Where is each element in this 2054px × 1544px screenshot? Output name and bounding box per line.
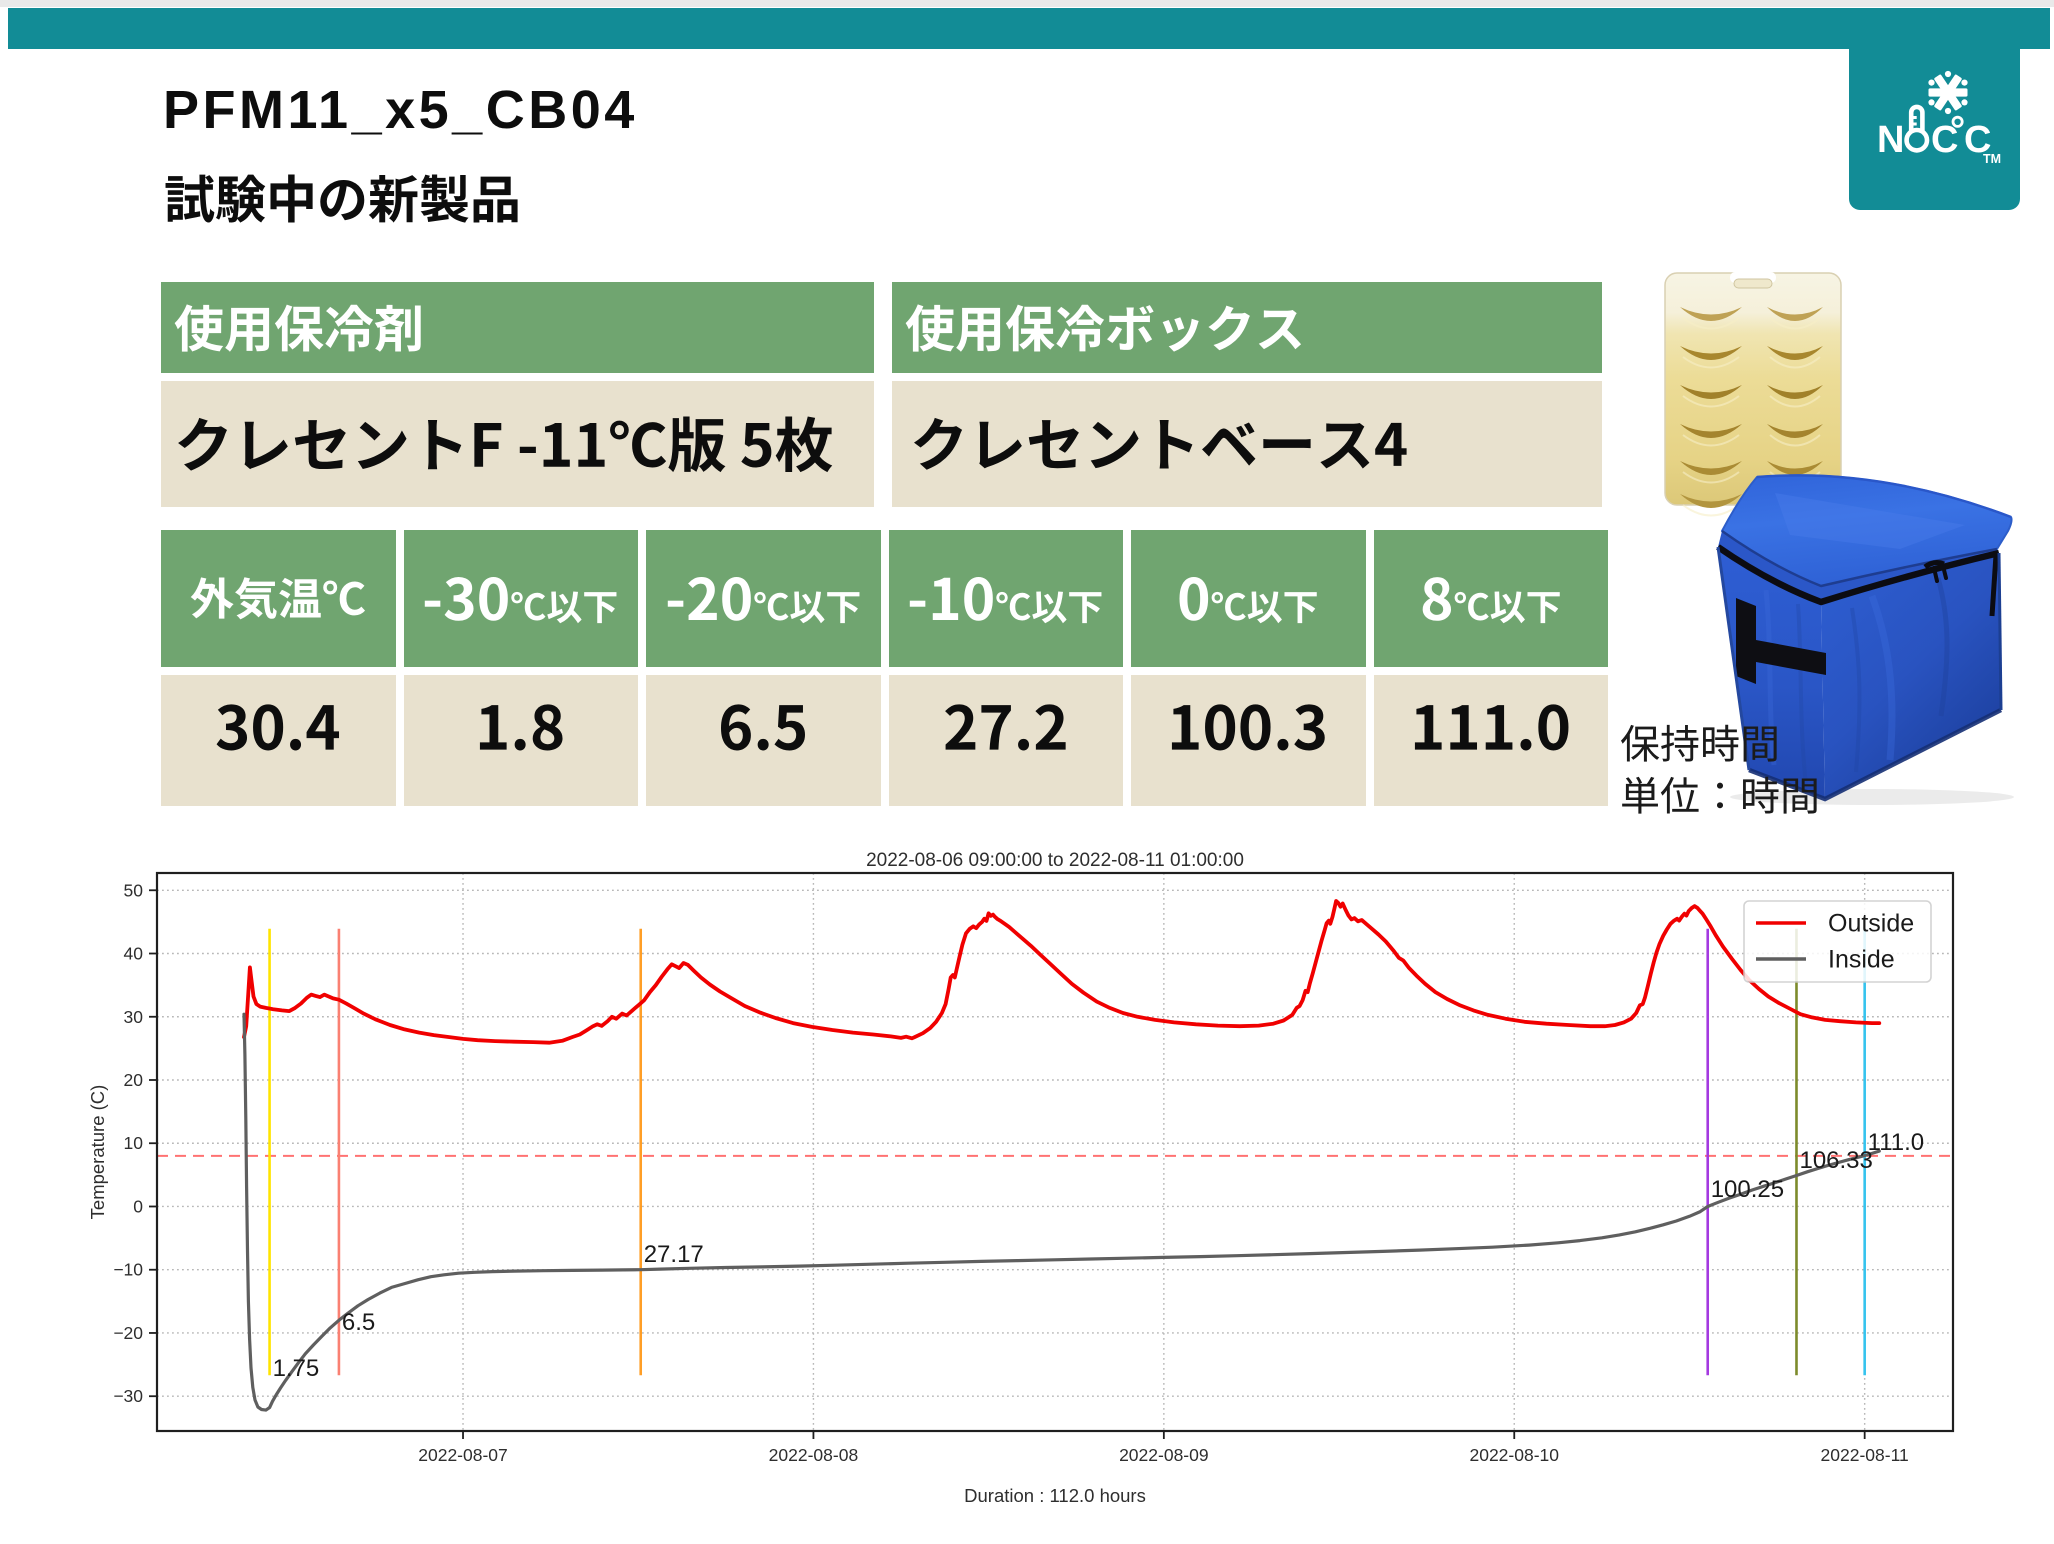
chart-title: 2022-08-06 09:00:00 to 2022-08-11 01:00:… xyxy=(866,850,1244,871)
legend-label: Inside xyxy=(1828,946,1895,974)
plot-frame xyxy=(155,871,1955,1433)
temperature-chart: 1.75 6.5 27.17 100.25 106.33 111.0 50 40 30 20 10 0… xyxy=(0,826,2054,1526)
note-line1 xyxy=(1620,716,1780,770)
y-tick-label: −20 xyxy=(113,1323,143,1343)
page-subtitle xyxy=(164,168,521,228)
y-tick-label: 50 xyxy=(124,880,144,900)
legend-label: Outside xyxy=(1828,910,1914,938)
plot-background xyxy=(157,873,1953,1431)
logo-letter-c2: C xyxy=(1964,119,1991,161)
y-tick-label: −30 xyxy=(113,1386,143,1406)
result-header-cell xyxy=(403,530,638,667)
x-tick-label: 2022-08-11 xyxy=(1821,1445,1909,1465)
threshold-annotation: 111.0 xyxy=(1868,1129,1925,1156)
teal-header-bar xyxy=(8,8,2050,49)
y-tick-label: 10 xyxy=(124,1133,144,1153)
x-tick-label: 2022-08-09 xyxy=(1119,1445,1209,1465)
result-header-cell xyxy=(161,530,396,667)
ncc-logo-graphic: N C C TM xyxy=(1849,8,2020,210)
x-axis-label: Duration : 112.0 hours xyxy=(964,1485,1146,1506)
result-header-cell xyxy=(646,530,881,667)
result-header-cell xyxy=(1373,530,1608,667)
threshold-annotation: 6.5 xyxy=(342,1309,375,1336)
y-tick-label: 40 xyxy=(124,944,144,964)
degree-mark xyxy=(1951,115,1964,128)
threshold-annotation: 100.25 xyxy=(1711,1176,1784,1203)
series-inside xyxy=(242,1012,1881,1412)
page-title: PFM11_x5_CB04 xyxy=(163,80,638,140)
logo-tm: TM xyxy=(1983,152,2001,166)
result-value-cell xyxy=(1373,675,1608,806)
thermometer-icon xyxy=(1904,104,1930,153)
result-value-cell xyxy=(646,675,881,806)
y-axis-label: Temperature (C) xyxy=(87,1085,108,1220)
box-table-value xyxy=(892,381,1602,507)
y-tick-label: 20 xyxy=(124,1070,144,1090)
y-tick-label: 30 xyxy=(124,1007,144,1027)
top-strip xyxy=(0,0,2054,7)
logo-word: N C C TM xyxy=(1877,104,2001,166)
box-table-header xyxy=(892,282,1602,373)
result-value-cell xyxy=(161,675,396,806)
threshold-annotation: 106.33 xyxy=(1799,1147,1872,1174)
result-header-cell xyxy=(1131,530,1366,667)
result-header-cell xyxy=(888,530,1123,667)
result-value-cell xyxy=(888,675,1123,806)
result-value-cell xyxy=(403,675,638,806)
series-outside xyxy=(242,899,1882,1045)
x-tick-label: 2022-08-08 xyxy=(769,1445,859,1465)
result-value-cell xyxy=(1131,675,1366,806)
x-tick-label: 2022-08-10 xyxy=(1469,1445,1559,1465)
coolant-table-header xyxy=(161,282,874,373)
y-tick-label: 0 xyxy=(133,1196,143,1216)
coolant-table-value xyxy=(161,381,874,507)
y-tick-label: −10 xyxy=(113,1260,143,1280)
snowflake-icon xyxy=(1928,70,1968,115)
logo-letter-n: N xyxy=(1877,119,1904,161)
threshold-annotation: 1.75 xyxy=(273,1355,320,1382)
x-tick-label: 2022-08-07 xyxy=(418,1445,508,1465)
threshold-annotation: 27.17 xyxy=(644,1241,704,1268)
ncc-logo: N C C TM xyxy=(1849,8,2020,210)
note-line2 xyxy=(1620,768,1820,822)
